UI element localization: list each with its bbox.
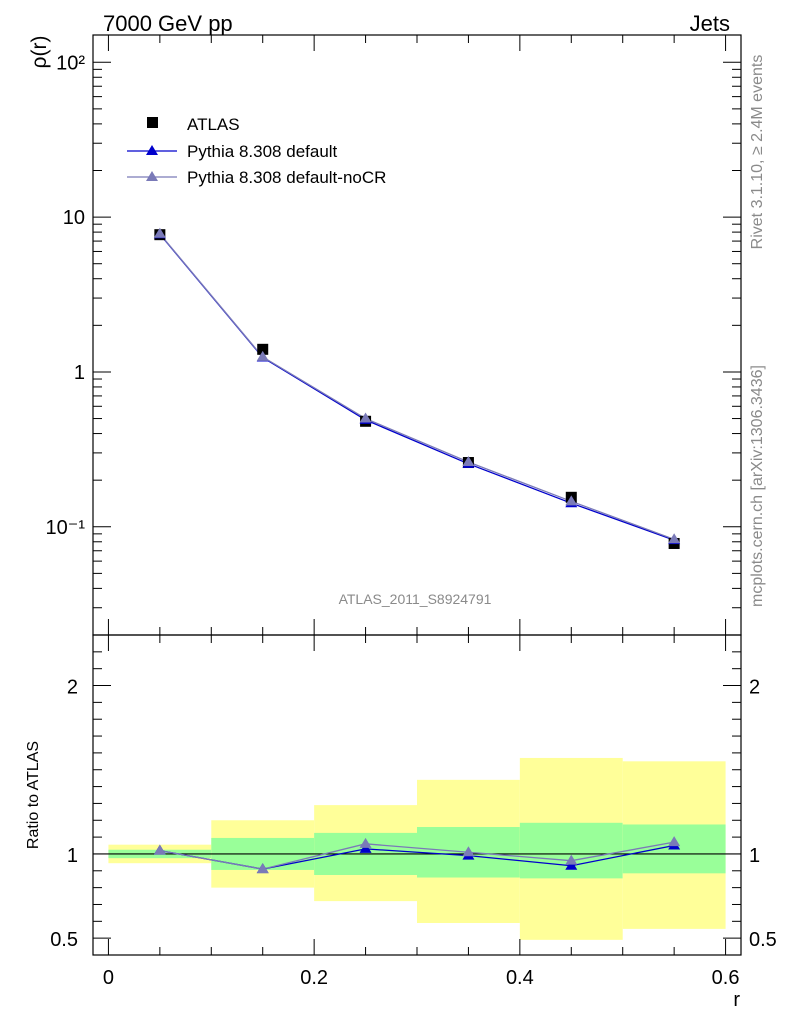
main-line-mc1 bbox=[159, 233, 675, 541]
ratio-y-tick-label: 0.5 bbox=[50, 929, 78, 951]
main-y-tick-label: 10² bbox=[56, 52, 85, 74]
ratio-mc2-point bbox=[668, 836, 681, 847]
legend-mc2-label: Pythia 8.308 default-noCR bbox=[187, 168, 386, 187]
mc2-point bbox=[462, 456, 475, 467]
ratio-mc2-point bbox=[153, 844, 166, 855]
ratio-mc1-point bbox=[359, 842, 372, 853]
main-line-mc2 bbox=[159, 233, 675, 540]
legend-atlas-marker bbox=[147, 117, 158, 128]
legend-mc1-marker bbox=[146, 145, 158, 155]
x-tick-label: 0.2 bbox=[300, 967, 328, 989]
ratio-axes: 0 0.2 0.4 0.6 0.5 0.5 1 1 2 2 bbox=[50, 634, 777, 989]
ratio-y-tick-label-right: 1 bbox=[749, 845, 760, 867]
rivet-side-text: Rivet 3.1.10, ≥ 2.4M events bbox=[749, 55, 766, 250]
ratio-y-tick-label-right: 2 bbox=[749, 677, 760, 699]
ratio-y-tick-label: 2 bbox=[67, 677, 78, 699]
mc2-point bbox=[565, 495, 578, 506]
ratio-line-mc2 bbox=[159, 841, 675, 870]
ratio-mc2-point bbox=[565, 854, 578, 865]
mcplots-side-text: mcplots.cern.ch [arXiv:1306.3436] bbox=[749, 365, 766, 607]
ratio-uncertainty-bands bbox=[108, 757, 726, 940]
main-y-tick-label: 1 bbox=[74, 362, 85, 384]
atlas-point bbox=[257, 343, 269, 355]
legend-mc1-label: Pythia 8.308 default bbox=[187, 142, 338, 161]
x-tick-label: 0 bbox=[103, 967, 114, 989]
main-y-tick-label: 10 bbox=[63, 207, 85, 229]
ratio-series bbox=[153, 836, 681, 874]
ratio-y-tick-label: 1 bbox=[67, 845, 78, 867]
x-tick-label: 0.4 bbox=[506, 967, 534, 989]
main-series bbox=[153, 227, 681, 549]
mc2-point bbox=[359, 412, 372, 423]
header-right: Jets bbox=[690, 11, 730, 36]
ratio-y-tick-label-right: 0.5 bbox=[749, 929, 777, 951]
ratio-y-axis-label: Ratio to ATLAS bbox=[25, 741, 42, 849]
ratio-mc2-point bbox=[359, 837, 372, 848]
x-axis-label: r bbox=[733, 989, 740, 1011]
ratio-mc2-point bbox=[256, 863, 269, 874]
legend-mc2-marker bbox=[146, 171, 158, 181]
x-tick-label: 0.6 bbox=[712, 967, 740, 989]
mc2-point bbox=[668, 533, 681, 544]
legend: ATLAS Pythia 8.308 default Pythia 8.308 … bbox=[127, 115, 386, 187]
legend-atlas-label: ATLAS bbox=[187, 115, 240, 134]
ratio-mc1-point bbox=[565, 859, 578, 870]
main-y-tick-label: 10⁻¹ bbox=[46, 517, 86, 539]
band-inner-4 bbox=[519, 822, 623, 879]
mc2-point bbox=[153, 227, 166, 238]
main-y-axis-label: ρ(r) bbox=[28, 36, 51, 69]
header-left: 7000 GeV pp bbox=[103, 11, 233, 36]
ratio-mc2-point bbox=[462, 846, 475, 857]
mc2-point bbox=[256, 350, 269, 361]
analysis-watermark: ATLAS_2011_S8924791 bbox=[339, 591, 492, 607]
